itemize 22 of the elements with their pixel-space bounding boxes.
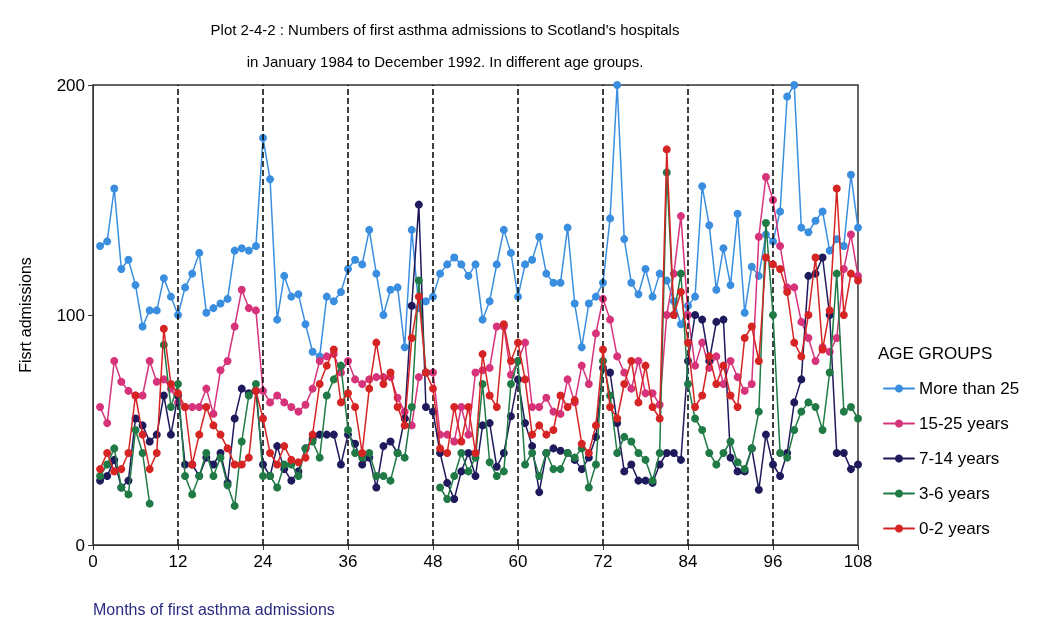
x-tick-label: 12 <box>168 552 188 571</box>
x-tick-label: 0 <box>88 552 98 571</box>
legend-label: 0-2 years <box>919 519 990 538</box>
legend-label: 7-14 years <box>919 449 1000 468</box>
y-tick-label: 200 <box>56 75 85 95</box>
x-tick-label: 24 <box>253 552 273 571</box>
x-tick-label: 84 <box>678 552 698 571</box>
x-tick-label: 48 <box>423 552 443 571</box>
legend-label: 3-6 years <box>919 484 990 503</box>
y-tick-label: 0 <box>75 535 85 555</box>
x-tick-label: 60 <box>508 552 528 571</box>
y-tick-label: 100 <box>56 305 85 325</box>
x-tick-label: 108 <box>843 552 873 571</box>
legend-label: 15-25 years <box>919 414 1009 433</box>
x-tick-label: 36 <box>338 552 358 571</box>
x-tick-label: 96 <box>763 552 783 571</box>
x-tick-label: 72 <box>593 552 613 571</box>
legend-label: More than 25 <box>919 379 1020 398</box>
y-axis-title: Fisrt admissions <box>16 257 34 373</box>
x-axis-title: Months of first asthma admissions <box>93 600 335 618</box>
chart-title: Plot 2-4-2 : Numbers of first asthma admissions to Scotland's hospitals in January 1984 to December 1992. In different age groups. <box>210 20 680 70</box>
legend-title: AGE GROUPS <box>878 344 993 363</box>
